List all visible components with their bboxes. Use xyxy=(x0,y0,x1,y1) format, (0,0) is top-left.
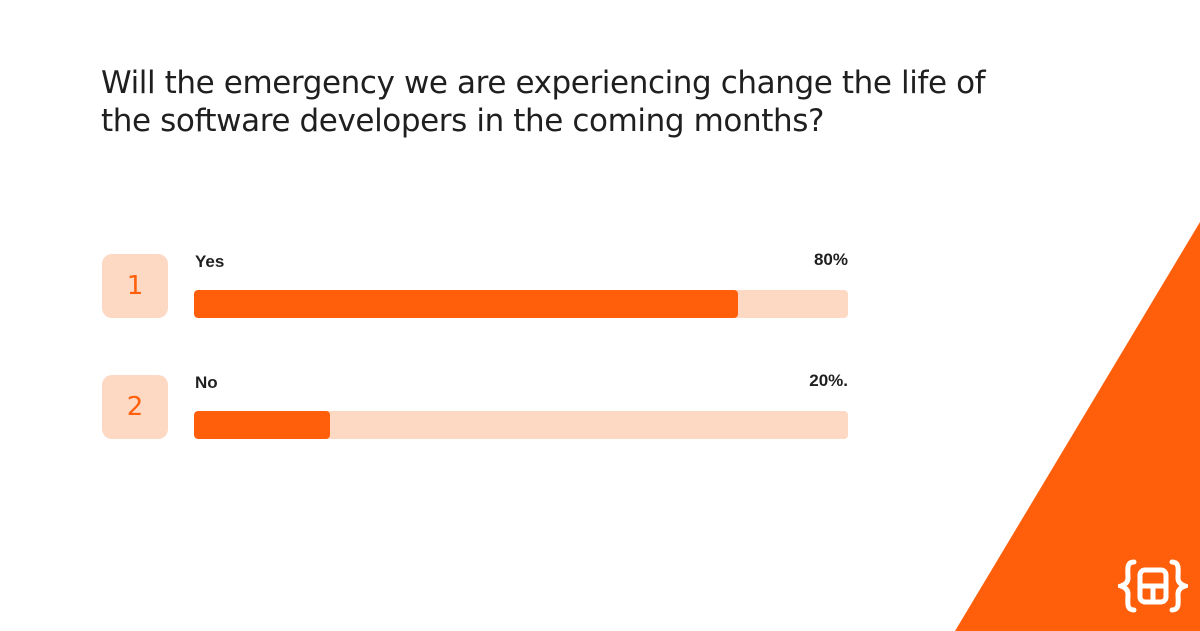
option-percentage: 20%. xyxy=(809,371,848,390)
result-bar-fill xyxy=(194,290,738,318)
brand-braces-logo-icon xyxy=(1118,559,1188,613)
result-bar-fill xyxy=(194,411,330,439)
result-bar-track xyxy=(194,411,848,439)
poll-question: Will the emergency we are experiencing c… xyxy=(101,65,986,139)
option-percentage: 80% xyxy=(813,250,848,269)
option-number-badge: 1 xyxy=(102,254,168,318)
poll-option-yes: 1 Yes 80% xyxy=(102,250,862,330)
poll-option-no: 2 No 20%. xyxy=(102,371,862,451)
option-label: No xyxy=(195,373,218,392)
option-number-badge: 2 xyxy=(102,375,168,439)
result-bar-track xyxy=(194,290,848,318)
option-label: Yes xyxy=(195,252,225,271)
